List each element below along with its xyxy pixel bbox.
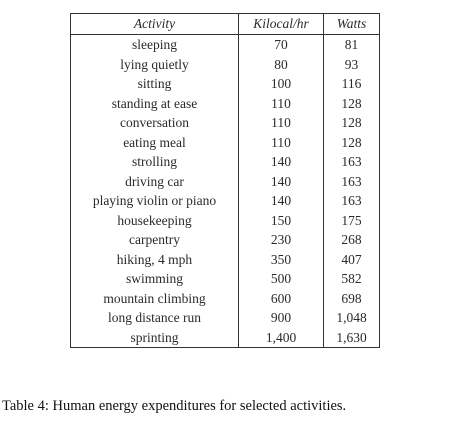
table-cell: sprinting bbox=[70, 327, 239, 348]
table-cell: lying quietly bbox=[70, 54, 239, 74]
table-cell: sleeping bbox=[70, 34, 239, 55]
table-cell: playing violin or piano bbox=[70, 191, 239, 211]
table-row: sleeping 70 81 bbox=[70, 34, 380, 55]
data-table: Activity Kilocal/hr Watts sleeping 70 81 lyin… bbox=[70, 13, 380, 348]
table-cell: 116 bbox=[323, 74, 380, 94]
table-cell: strolling bbox=[70, 152, 239, 172]
table-cell: 140 bbox=[238, 152, 324, 172]
table-cell: 268 bbox=[323, 230, 380, 250]
table-cell: 110 bbox=[238, 132, 324, 152]
table-cell: standing at ease bbox=[70, 93, 239, 113]
table-cell: 582 bbox=[323, 269, 380, 289]
table-cell: 698 bbox=[323, 288, 380, 308]
table-cell: carpentry bbox=[70, 230, 239, 250]
table-cell: 163 bbox=[323, 171, 380, 191]
table-cell: 140 bbox=[238, 171, 324, 191]
table-row: hiking, 4 mph 350 407 bbox=[70, 249, 380, 269]
table-cell: hiking, 4 mph bbox=[70, 249, 239, 269]
table-cell: 128 bbox=[323, 132, 380, 152]
table-row: carpentry 230 268 bbox=[70, 230, 380, 250]
table-cell: 163 bbox=[323, 152, 380, 172]
table-row: conversation 110 128 bbox=[70, 113, 380, 133]
table-cell: 110 bbox=[238, 93, 324, 113]
table-cell: 230 bbox=[238, 230, 324, 250]
column-header: Activity bbox=[70, 13, 239, 35]
table-cell: 110 bbox=[238, 113, 324, 133]
table-row: driving car 140 163 bbox=[70, 171, 380, 191]
table-cell: housekeeping bbox=[70, 210, 239, 230]
table-cell: eating meal bbox=[70, 132, 239, 152]
table-cell: 140 bbox=[238, 191, 324, 211]
table-cell: 150 bbox=[238, 210, 324, 230]
table-cell: 80 bbox=[238, 54, 324, 74]
column-header: Watts bbox=[323, 13, 380, 35]
table-row: housekeeping 150 175 bbox=[70, 210, 380, 230]
table-cell: 900 bbox=[238, 308, 324, 328]
header-row: Activity Kilocal/hr Watts bbox=[70, 13, 380, 35]
table-row: long distance run 900 1,048 bbox=[70, 308, 380, 328]
table-cell: mountain climbing bbox=[70, 288, 239, 308]
table-cell: long distance run bbox=[70, 308, 239, 328]
table-cell: 100 bbox=[238, 74, 324, 94]
column-header: Kilocal/hr bbox=[238, 13, 324, 35]
table-row: sprinting 1,400 1,630 bbox=[70, 327, 380, 348]
table-cell: 70 bbox=[238, 34, 324, 55]
table-cell: swimming bbox=[70, 269, 239, 289]
table-cell: 407 bbox=[323, 249, 380, 269]
table-row: strolling 140 163 bbox=[70, 152, 380, 172]
table-row: swimming 500 582 bbox=[70, 269, 380, 289]
table-row: playing violin or piano 140 163 bbox=[70, 191, 380, 211]
table-cell: 128 bbox=[323, 93, 380, 113]
table-cell: conversation bbox=[70, 113, 239, 133]
table-cell: driving car bbox=[70, 171, 239, 191]
table-row: sitting 100 116 bbox=[70, 74, 380, 94]
table-cell: 93 bbox=[323, 54, 380, 74]
table-cell: sitting bbox=[70, 74, 239, 94]
table-cell: 600 bbox=[238, 288, 324, 308]
table-row: standing at ease 110 128 bbox=[70, 93, 380, 113]
table-row: mountain climbing 600 698 bbox=[70, 288, 380, 308]
table-cell: 500 bbox=[238, 269, 324, 289]
table-cell: 81 bbox=[323, 34, 380, 55]
table-row: eating meal 110 128 bbox=[70, 132, 380, 152]
table-caption: Table 4: Human energy expenditures for s… bbox=[2, 398, 347, 414]
table-cell: 175 bbox=[323, 210, 380, 230]
table-cell: 1,630 bbox=[323, 327, 380, 348]
table-row: lying quietly 80 93 bbox=[70, 54, 380, 74]
table-cell: 1,400 bbox=[238, 327, 324, 348]
table-cell: 163 bbox=[323, 191, 380, 211]
table-cell: 128 bbox=[323, 113, 380, 133]
table-body: sleeping 70 81 lying quietly 80 93 sitting 100 1… bbox=[70, 34, 380, 348]
table-cell: 1,048 bbox=[323, 308, 380, 328]
table-cell: 350 bbox=[238, 249, 324, 269]
